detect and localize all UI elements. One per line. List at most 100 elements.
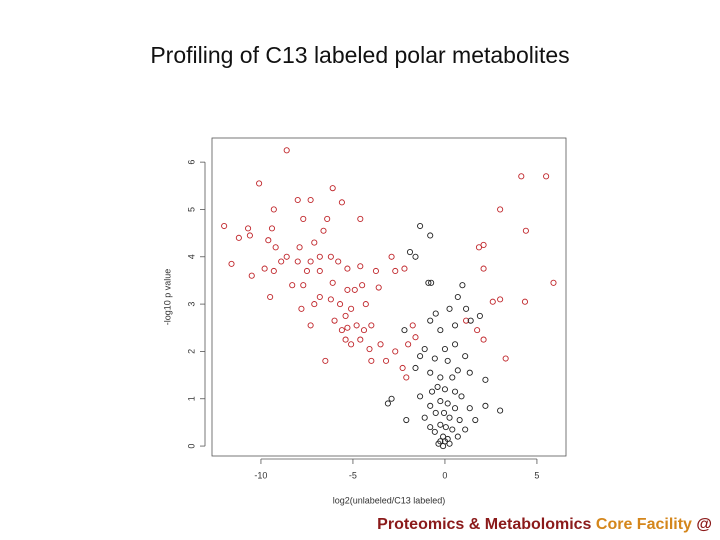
data-point	[476, 312, 483, 319]
data-point	[442, 424, 449, 431]
data-point	[444, 357, 451, 364]
data-point	[311, 239, 318, 246]
data-point	[368, 357, 375, 364]
data-point	[300, 282, 307, 289]
data-point	[454, 367, 461, 374]
data-point	[446, 414, 453, 421]
data-point	[329, 279, 336, 286]
data-point	[248, 272, 255, 279]
data-point	[357, 215, 364, 222]
data-point	[316, 267, 323, 275]
y-tick-label: 3	[186, 302, 196, 307]
data-point	[432, 310, 439, 317]
y-axis-label: -log10 p value	[162, 269, 172, 326]
data-point	[289, 282, 296, 289]
data-point	[421, 414, 428, 421]
footer: Proteomics & Metabolomics Core Facility …	[377, 516, 712, 534]
data-point	[265, 237, 272, 244]
data-point	[405, 341, 412, 348]
data-point	[235, 234, 242, 241]
data-point	[466, 405, 473, 412]
data-point	[384, 400, 391, 407]
data-point	[502, 355, 509, 362]
data-point	[388, 253, 395, 260]
y-tick-label: 2	[186, 349, 196, 354]
data-point	[388, 395, 395, 402]
data-point	[399, 364, 406, 372]
slide-title: Profiling of C13 labeled polar metabolit…	[150, 42, 570, 68]
data-point	[403, 374, 410, 381]
data-point	[456, 416, 463, 424]
data-point	[338, 199, 345, 206]
data-point	[256, 180, 263, 187]
data-point	[270, 267, 277, 275]
data-point	[406, 248, 414, 256]
data-point	[437, 421, 444, 428]
data-point	[270, 206, 277, 213]
data-point	[344, 324, 351, 331]
data-point	[428, 279, 435, 286]
data-point	[320, 227, 327, 234]
x-tick-label: -5	[349, 470, 357, 480]
data-point	[440, 443, 447, 450]
data-point	[449, 426, 456, 433]
data-point	[462, 353, 469, 360]
data-point	[472, 416, 479, 424]
y-tick-label: 0	[186, 444, 196, 449]
data-point	[441, 386, 448, 393]
data-point	[377, 341, 384, 348]
data-point	[294, 196, 301, 204]
data-point	[482, 402, 489, 409]
data-point	[417, 222, 424, 230]
data-point	[425, 279, 432, 286]
x-tick-label: 5	[534, 470, 539, 480]
data-point	[427, 317, 434, 324]
data-point	[466, 369, 473, 376]
data-point	[401, 265, 408, 272]
data-point	[392, 348, 399, 355]
y-tick-label: 6	[186, 160, 196, 165]
data-point	[437, 398, 444, 405]
data-point	[348, 305, 355, 312]
footer-part: Core Facility	[595, 516, 692, 533]
data-point	[228, 260, 235, 267]
data-point	[482, 376, 489, 383]
data-point	[296, 244, 303, 251]
data-point	[294, 258, 301, 265]
data-point	[338, 327, 345, 334]
data-point	[300, 215, 307, 222]
y-tick-label: 1	[186, 396, 196, 401]
data-point	[403, 416, 410, 424]
data-point	[452, 341, 459, 348]
data-point	[427, 232, 434, 239]
data-point	[357, 263, 364, 270]
data-point	[342, 312, 349, 319]
data-point	[267, 293, 274, 301]
data-point	[261, 265, 268, 272]
x-tick-label: -10	[254, 470, 267, 480]
data-point	[311, 301, 318, 308]
data-point	[362, 301, 369, 308]
data-point	[454, 433, 461, 440]
data-point	[283, 147, 290, 154]
data-point	[480, 241, 487, 248]
data-point	[344, 265, 351, 272]
data-point	[454, 293, 461, 301]
data-point	[283, 253, 290, 260]
data-point	[440, 409, 448, 416]
data-point	[458, 393, 465, 400]
data-point	[221, 222, 228, 230]
data-point	[412, 253, 419, 260]
data-point	[452, 388, 459, 395]
data-point	[446, 305, 453, 312]
data-point	[351, 286, 358, 293]
data-point	[307, 322, 314, 329]
data-point	[375, 284, 382, 291]
data-point	[417, 393, 424, 400]
data-point	[421, 346, 428, 353]
plot-frame	[211, 137, 567, 457]
data-point	[467, 317, 474, 324]
data-point	[344, 286, 351, 293]
data-point	[518, 173, 525, 180]
